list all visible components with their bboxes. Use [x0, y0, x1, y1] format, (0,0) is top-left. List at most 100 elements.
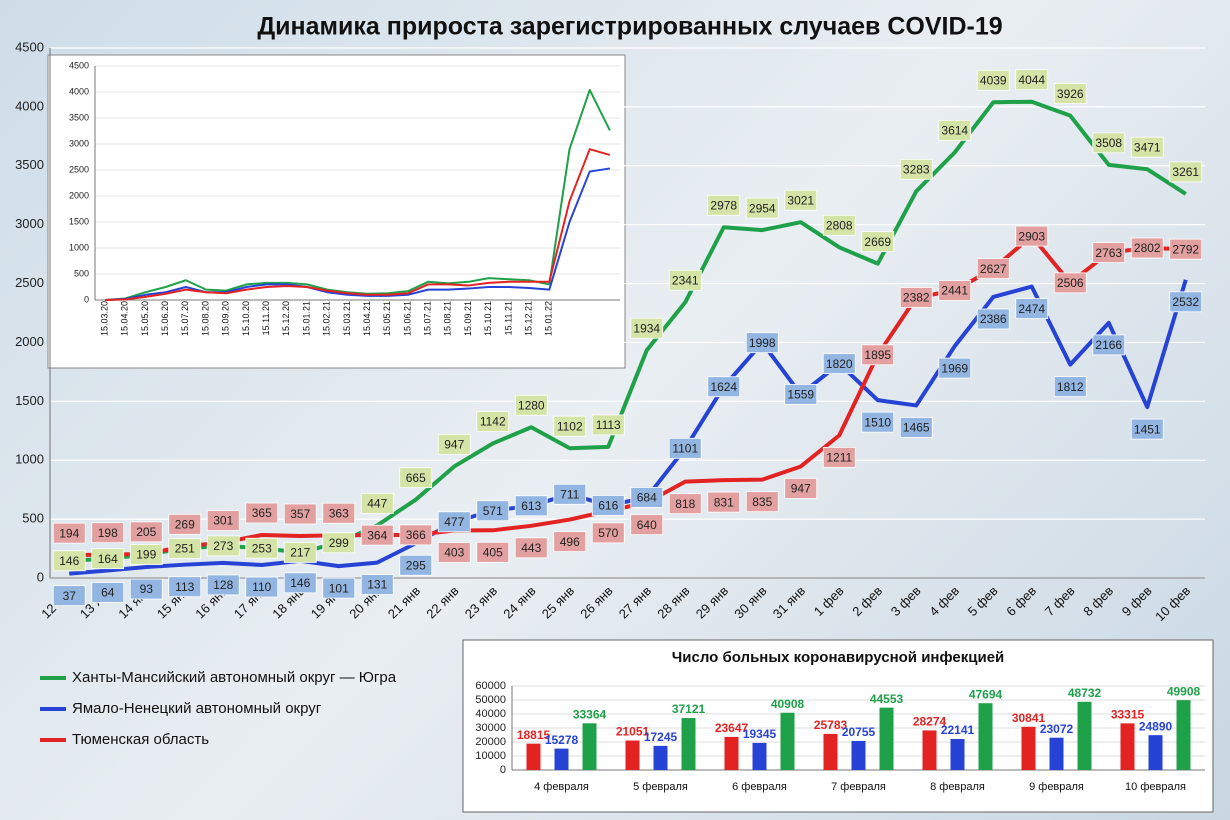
y-tick-label: 3500	[69, 112, 89, 122]
y-tick-label: 2000	[15, 334, 44, 349]
y-tick-label: 4500	[15, 39, 44, 54]
data-label-box	[129, 521, 163, 543]
data-label: 2669	[864, 235, 891, 249]
bar	[653, 745, 668, 770]
data-label-box	[976, 258, 1010, 279]
data-label: 2382	[903, 291, 930, 305]
data-label: 146	[59, 554, 79, 568]
data-label: 273	[213, 539, 233, 553]
bar	[950, 739, 965, 770]
y-tick-label: 2500	[15, 275, 44, 290]
data-label: 571	[483, 504, 503, 518]
data-label: 363	[329, 506, 349, 520]
data-label: 947	[444, 438, 464, 452]
data-label: 146	[290, 576, 310, 590]
data-label: 24890	[1139, 719, 1173, 733]
data-label: 28274	[913, 715, 947, 729]
data-label: 194	[59, 526, 79, 540]
data-label-box	[1015, 69, 1049, 91]
data-label: 1465	[903, 421, 930, 435]
data-label-box	[707, 491, 741, 513]
data-label: 33364	[573, 707, 607, 721]
y-tick-label: 4000	[15, 98, 44, 113]
x-tick-label: 5 февраля	[633, 781, 688, 793]
data-label: 364	[367, 528, 387, 542]
x-tick-label: 15.02.21	[322, 301, 332, 336]
x-tick-label: 9 фев	[1119, 583, 1155, 619]
x-tick-label: 15.06.20	[160, 301, 170, 336]
data-label-box	[1092, 334, 1126, 356]
data-label: 3261	[1172, 165, 1199, 179]
data-label: 443	[521, 541, 541, 555]
x-tick-label: 6 фев	[1003, 583, 1039, 619]
data-label-box	[1053, 272, 1087, 294]
data-label-box	[206, 574, 240, 596]
x-tick-label: 22 янв	[423, 583, 461, 621]
x-tick-label: 23 янв	[462, 583, 500, 621]
series-line	[69, 279, 1188, 576]
bar	[879, 707, 894, 770]
data-label: 1280	[518, 398, 545, 412]
y-tick-label: 0	[84, 294, 89, 304]
data-label-box	[784, 189, 818, 211]
x-tick-label: 28 янв	[654, 583, 692, 621]
data-label: 19345	[743, 727, 777, 741]
x-tick-label: 3 фев	[888, 583, 924, 619]
data-label-box	[91, 522, 125, 544]
data-label-box	[360, 492, 394, 514]
data-label-box	[245, 576, 279, 598]
data-label: 37121	[672, 702, 706, 716]
data-label: 365	[252, 506, 272, 520]
data-label: 947	[791, 482, 811, 496]
data-label-box	[1169, 238, 1203, 260]
data-label: 2978	[710, 198, 737, 212]
data-label-box	[283, 572, 317, 594]
data-label: 64	[101, 586, 115, 600]
data-label-box	[91, 548, 125, 570]
data-label: 366	[406, 528, 426, 542]
x-tick-label: 26 янв	[577, 583, 615, 621]
data-label: 711	[560, 487, 579, 501]
data-label-box	[322, 502, 356, 524]
data-label-box	[322, 577, 356, 599]
data-label: 47694	[969, 687, 1003, 701]
data-label-box	[553, 415, 587, 437]
data-label-box	[938, 119, 972, 141]
data-label-box	[938, 280, 972, 301]
data-label-box	[899, 417, 933, 438]
x-tick-label: 7 февраля	[831, 781, 886, 793]
x-tick-label: 24 янв	[500, 583, 538, 621]
data-label: 3471	[1134, 140, 1161, 154]
legend-label: Ямало-Ненецкий автономный округ	[72, 700, 322, 717]
data-label: 4044	[1018, 73, 1045, 87]
x-tick-label: 29 янв	[693, 583, 731, 621]
data-label-box	[1092, 132, 1126, 154]
x-tick-label: 15.12.20	[281, 301, 291, 336]
x-tick-label: 15.08.20	[200, 301, 210, 336]
data-label-box	[399, 524, 433, 546]
data-label-box	[399, 554, 433, 576]
bar	[851, 740, 866, 770]
data-label: 2474	[1018, 302, 1045, 316]
data-label-box	[129, 544, 163, 565]
y-tick-label: 1500	[69, 216, 89, 226]
data-label: 1211	[826, 451, 852, 465]
data-label-box	[283, 503, 317, 525]
data-label: 2954	[749, 201, 776, 215]
data-label: 2166	[1095, 338, 1122, 352]
y-tick-label: 2000	[69, 190, 89, 200]
data-label: 253	[252, 541, 272, 555]
y-tick-label: 10000	[475, 750, 506, 762]
chart-title: Динамика прироста зарегистрированных слу…	[257, 13, 1002, 41]
data-label-box	[553, 483, 587, 505]
data-label: 1998	[749, 336, 776, 350]
data-label-box	[745, 197, 779, 219]
data-label-box	[899, 158, 933, 180]
data-label-box	[861, 231, 895, 253]
data-label: 1969	[941, 361, 968, 375]
y-tick-label: 0	[37, 569, 44, 584]
x-tick-label: 4 февраля	[534, 781, 589, 793]
data-label: 2627	[980, 262, 1007, 276]
data-label-box	[591, 414, 625, 436]
data-label-box	[1130, 136, 1164, 158]
